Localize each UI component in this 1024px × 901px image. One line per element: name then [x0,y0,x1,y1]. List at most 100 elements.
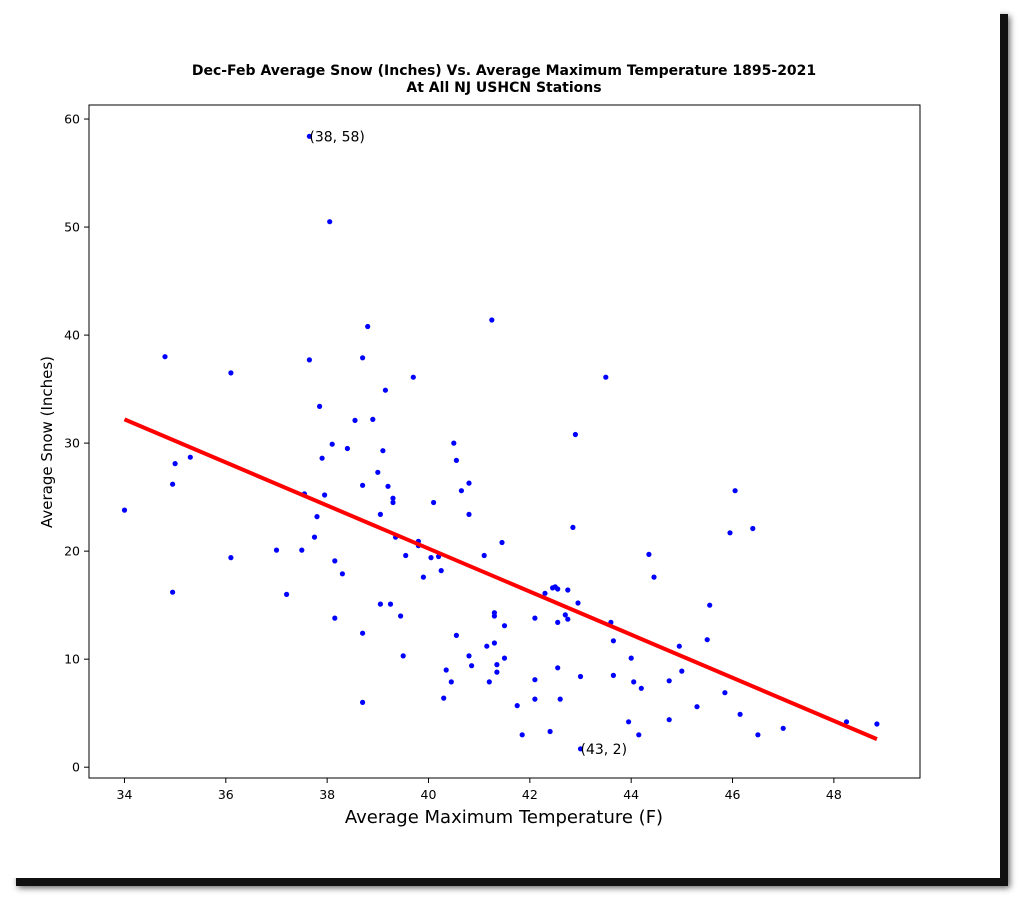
scatter-point [360,630,366,636]
scatter-point [172,461,178,467]
scatter-point [469,663,475,669]
scatter-point [385,483,391,489]
scatter-point [570,524,576,531]
scatter-point [360,355,366,361]
scatter-point [162,354,168,360]
scatter-point [679,668,685,674]
scatter-point [572,431,579,438]
scatter-point [453,632,459,639]
scatter-point [737,711,743,717]
scatter-point [273,547,280,553]
scatter-point [420,574,426,580]
scatter-point [722,690,728,696]
scatter-point [694,704,700,710]
point-annotation: (43, 2) [581,742,628,758]
chart-subtitle: At All NJ USHCN Stations [406,80,601,96]
x-tick-label: 46 [725,787,741,802]
x-tick-label: 48 [826,787,842,802]
scatter-point [332,558,338,564]
scatter-point [707,602,713,608]
scatter-point [646,551,652,558]
scatter-point [314,514,320,520]
scatter-point [565,616,571,622]
y-tick-label: 50 [64,220,80,235]
scatter-point [170,589,176,595]
x-tick-label: 44 [623,787,639,802]
scatter-point [704,637,710,643]
scatter-point [547,728,553,735]
scatter-point [555,665,561,671]
y-tick-label: 40 [64,328,80,343]
scatter-point [299,547,305,553]
scatter-point [628,655,634,661]
scatter-point [603,374,609,380]
scatter-point [382,387,388,393]
scatter-point [428,555,434,561]
scatter-point [448,679,454,685]
scatter-point [306,133,312,139]
scatter-point [121,507,128,513]
scatter-point [565,587,571,593]
trend-line [123,417,878,741]
scatter-point [410,374,416,380]
scatter-point [403,552,409,559]
scatter-point [577,746,584,752]
x-tick-label: 36 [218,787,234,802]
x-tick-label: 42 [522,787,538,802]
y-tick-label: 20 [64,544,80,559]
scatter-point [370,416,376,422]
scatter-point [377,511,383,517]
point-annotation: (38, 58) [309,129,364,145]
scatter-point [319,455,325,461]
scatter-point [327,219,333,225]
scatter-point [398,613,404,619]
scatter-point [732,488,738,494]
y-axis-label: Average Snow (Inches) [38,356,56,528]
scatter-point [626,719,632,725]
scatter-point [390,495,396,501]
scatter-point [610,672,617,679]
scatter-point [332,615,338,621]
scatter-point [501,655,508,661]
scatter-point [557,696,563,702]
scatter-point [532,615,538,621]
scatter-point [484,643,490,649]
x-axis: 34 36 38 40 42 44 46 48 [117,778,842,802]
y-tick-label: 10 [64,652,80,667]
scatter-point [514,703,520,709]
scatter-point [453,457,459,463]
y-tick-label: 60 [64,112,80,127]
y-tick-label: 30 [64,436,80,451]
scatter-point [228,555,234,561]
scatter-point [780,725,786,731]
x-tick-label: 38 [319,787,335,802]
y-tick-label: 0 [72,760,80,775]
scatter-point [365,323,371,330]
scatter-point [390,499,396,506]
scatter-point [443,667,449,673]
scatter-point [727,530,733,536]
scatter-point [636,732,642,738]
scatter-point [284,591,290,598]
scatter-point [170,481,176,487]
scatter-point [375,469,381,475]
scatter-point [228,370,234,376]
scatter-point [377,601,383,607]
x-axis-label: Average Maximum Temperature (F) [345,807,663,828]
scatter-point [874,721,880,727]
scatter-point [438,568,444,574]
scatter-point [466,511,472,517]
data-points [121,133,880,752]
scatter-point [387,601,394,607]
scatter-point [486,679,492,685]
scatter-point [499,539,505,546]
scatter-point [501,623,508,629]
scatter-point [494,662,500,668]
scatter-point [676,643,682,649]
scatter-point [555,586,561,592]
scatter-point [360,482,366,488]
scatter-point [380,448,386,454]
scatter-point [532,696,538,702]
scatter-point [360,699,366,706]
